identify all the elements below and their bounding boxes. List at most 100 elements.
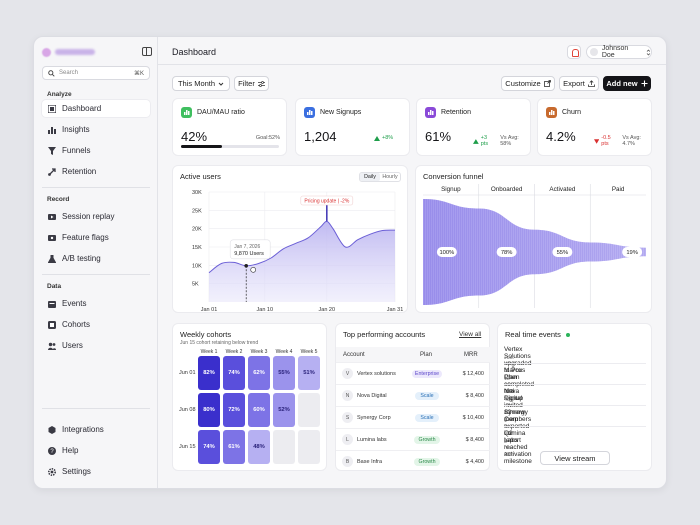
kpi-vs-avg: Vs Avg: 58% [500,135,519,147]
kpi-card[interactable]: Churn 4.2% -0.5 pts Vs Avg: 4.7% [537,98,652,156]
cohort-week-label: Week 2 [225,349,243,355]
sidebar-item-cohorts[interactable]: Cohorts [42,316,150,333]
sidebar-item-label: Feature flags [62,233,109,242]
view-stream-button[interactable]: View stream [540,451,610,465]
event-time: 45 min ago [504,397,513,415]
toggle-daily[interactable]: Daily [360,173,380,181]
account-mrr: $ 4,400 [465,459,484,465]
funnel-stage-label: Onboarded [491,186,523,193]
video-icon [48,213,56,220]
date-range-select[interactable]: This Month [172,76,230,91]
dashboard-icon [48,104,56,113]
kpi-title: DAU/MAU ratio [181,107,245,118]
sidebar-item-funnels[interactable]: Funnels [42,142,150,159]
user-menu[interactable]: Johnson Doe [586,45,652,59]
flask-icon [48,254,56,263]
help-icon: ? [48,446,56,455]
sidebar-item-integrations[interactable]: Integrations [42,421,150,438]
cohort-week-label: Week 4 [275,349,293,355]
annotation-badge[interactable]: Pricing update | -2% [300,195,354,206]
section-label: Data [47,283,62,290]
cohort-cell[interactable]: 48% [248,430,270,464]
funnel-stage-value[interactable]: 55% [552,247,573,257]
funnel-stage-value[interactable]: 19% [622,247,643,257]
customize-button[interactable]: Customize [501,76,555,91]
event-time: 3 hrs ago [504,439,513,457]
sidebar-item-a-b-testing[interactable]: A/B testing [42,250,150,267]
sidebar-item-dashboard[interactable]: Dashboard [42,100,150,117]
cohort-cell[interactable]: 55% [273,356,295,390]
sidebar-item-insights[interactable]: Insights [42,121,150,138]
section-label: Record [47,196,70,203]
kpi-card[interactable]: Retention 61% +3 pts Vs Avg: 58% [416,98,531,156]
divider [504,363,646,364]
funnel-stage-value[interactable]: 100% [436,247,457,257]
cohort-cell[interactable]: 52% [273,393,295,427]
add-new-button[interactable]: Add new [603,76,651,91]
funnel-stage-label: Paid [612,186,625,193]
toggle-hourly[interactable]: Hourly [382,174,398,180]
divider [504,426,646,427]
cohort-cell[interactable]: 74% [198,430,220,464]
x-tick-label: Jan 31 [387,307,404,313]
account-avatar: S [342,412,353,423]
sidebar-item-label: Retention [62,167,97,176]
y-tick-label: 5K [192,282,199,288]
account-name: Lumina labs [357,437,387,443]
table-row[interactable]: B Base Infra Growth $ 4,400 [336,450,490,471]
event-time: 1 hr ago [504,418,513,436]
sidebar-item-label: Session replay [62,212,115,221]
plan-badge: Growth [414,436,440,444]
cohort-cell[interactable]: 74% [223,356,245,390]
cohort-cell[interactable]: 82% [198,356,220,390]
sidebar-item-session-replay[interactable]: Session replay [42,208,150,225]
sidebar-item-label: Funnels [62,146,91,155]
cohort-cell[interactable]: 62% [248,356,270,390]
sidebar-item-settings[interactable]: Settings [42,463,150,480]
table-row[interactable]: S Synergy Corp Scale $ 10,400 [336,406,490,427]
sidebar-item-retention[interactable]: Retention [42,163,150,180]
table-row[interactable]: L Lumina labs Growth $ 8,400 [336,428,490,449]
marker-dot[interactable] [244,264,248,268]
active-users-chart: 30K 25K 20K 15K 10K 5K Jan 01 Jan 10 Jan 20 Jan 3… [192,190,404,313]
kpi-delta-text: +8% [382,135,394,141]
cohort-cell[interactable]: 61% [223,430,245,464]
export-button[interactable]: Export [559,76,599,91]
table-row[interactable]: V Vertex solutions Enterprise $ 12,400 [336,362,490,383]
funnel-stage-value[interactable]: 78% [496,247,517,257]
table-row[interactable]: N Nova Digital Scale $ 8,400 [336,384,490,405]
sidebar-item-feature-flags[interactable]: Feature flags [42,229,150,246]
filter-label: Filter [238,79,255,88]
plus-icon [641,80,648,87]
cohort-week-label: Week 1 [200,349,218,355]
notification-bell-icon[interactable] [567,45,581,59]
sidebar-item-help[interactable]: ? Help [42,442,150,459]
flag-icon [48,234,56,241]
divider [504,384,646,385]
filter-button[interactable]: Filter [234,76,269,91]
sidebar-item-users[interactable]: Users [42,337,150,354]
bar-chart-icon [48,126,56,134]
search-input[interactable]: Search ⌘K [42,66,150,80]
x-tick-label: Jan 20 [319,307,336,313]
app-window: Search ⌘K Analyze Dashboard Insights Funnel… [33,36,667,489]
cohort-cell[interactable]: 60% [248,393,270,427]
customize-label: Customize [505,79,541,88]
kpi-card[interactable]: DAU/MAU ratio 42% Goal:52% [172,98,287,156]
brand-logo[interactable] [42,47,102,57]
view-all-link[interactable]: View all [459,331,482,338]
kpi-card[interactable]: New Signups 1,204 +8% [295,98,410,156]
accounts-title: Top performing accounts [343,330,426,339]
goal-progress-track [181,145,279,148]
kpi-value: 1,204 [304,129,337,144]
kpi-delta: -0.5 pts Vs Avg: 4.7% [594,135,651,147]
integrations-icon [48,425,56,434]
sidebar-toggle-icon[interactable] [142,47,152,56]
cohort-cell[interactable]: 51% [298,356,320,390]
cohort-row-label: Jun 01 [179,370,196,376]
event-text: Lumina Labs reached activation milestone [504,430,532,465]
funnel-stage-label: Activated [549,186,575,193]
cohort-cell[interactable]: 80% [198,393,220,427]
cohort-cell[interactable]: 72% [223,393,245,427]
sidebar-item-events[interactable]: Events [42,295,150,312]
